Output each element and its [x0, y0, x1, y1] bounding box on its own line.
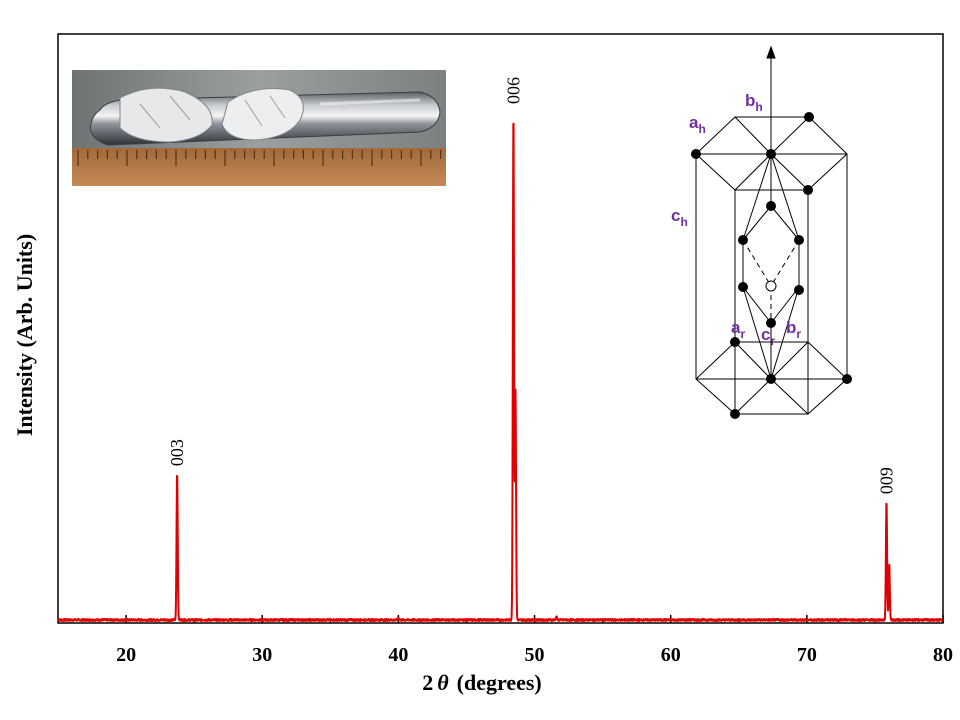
- y-axis-title: Intensity (Arb. Units): [12, 234, 37, 436]
- lattice-labels: ah bh ch ar cr br: [671, 91, 801, 348]
- peak-label-003: 003: [167, 439, 187, 466]
- label-b-h: bh: [745, 91, 763, 114]
- lattice-diagram-inset: [691, 45, 852, 419]
- ruler-ticks: [77, 150, 442, 166]
- label-b-r: br: [786, 318, 801, 341]
- x-tick-label: 40: [388, 644, 408, 666]
- x-tick-label: 60: [661, 644, 681, 666]
- peak-label-006: 006: [503, 77, 523, 104]
- x-axis-title: 2 θ (degrees): [422, 670, 542, 695]
- x-tick-label: 80: [933, 644, 953, 666]
- cleaved-face-2: [221, 88, 304, 141]
- x-tick-label: 70: [797, 644, 817, 666]
- label-c-h: ch: [671, 206, 688, 229]
- cleaved-face-1: [119, 87, 213, 143]
- crystal-photo-inset: [72, 70, 446, 186]
- center-open-atom: [765, 280, 777, 292]
- x-tick-label: 20: [116, 644, 136, 666]
- peak-label-009: 009: [876, 467, 896, 494]
- label-a-r: ar: [731, 318, 745, 341]
- xrd-spectrum-line: [57, 122, 944, 622]
- lattice-atoms: [691, 112, 852, 419]
- label-c-r: cr: [761, 325, 775, 348]
- x-tick-label: 50: [525, 644, 545, 666]
- peak-labels: 003 006 009: [167, 77, 896, 494]
- x-tick-label: 30: [252, 644, 272, 666]
- plot-frame: [57, 33, 944, 624]
- label-a-h: ah: [689, 113, 706, 136]
